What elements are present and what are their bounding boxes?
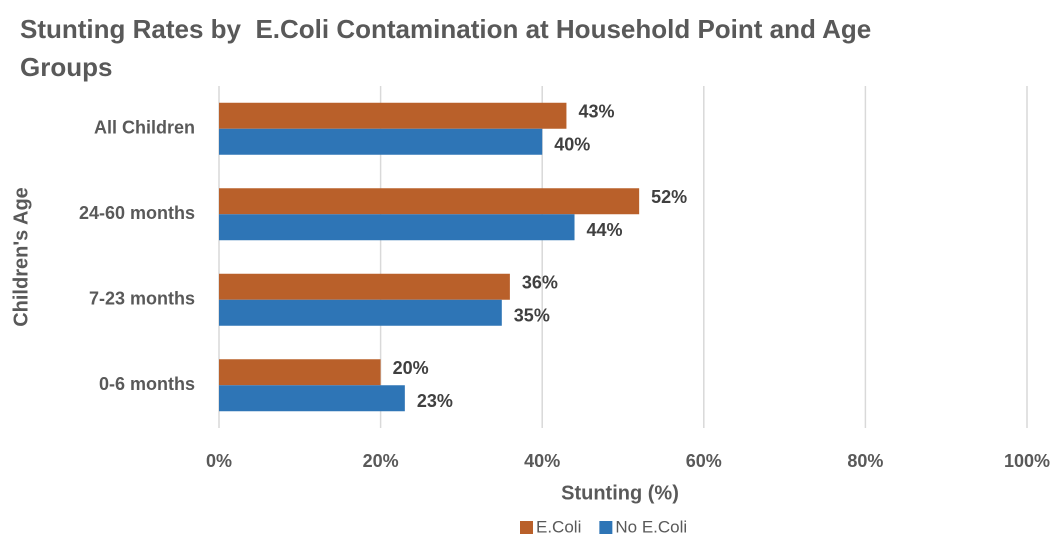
- value-label: 44%: [587, 220, 623, 240]
- y-tick-label: 0-6 months: [99, 374, 195, 394]
- bar: [219, 214, 575, 241]
- x-tick-label: 100%: [1004, 451, 1050, 471]
- x-tick-label: 40%: [524, 451, 560, 471]
- legend-label: E.Coli: [536, 517, 581, 536]
- value-label: 43%: [578, 102, 614, 122]
- bar: [219, 188, 640, 215]
- value-label: 35%: [514, 306, 550, 326]
- legend-swatch: [599, 521, 613, 534]
- legend-swatch: [520, 521, 533, 534]
- x-tick-label: 0%: [206, 451, 232, 471]
- x-tick-label: 20%: [363, 451, 399, 471]
- bar: [219, 102, 567, 129]
- y-axis-title: Children's Age: [10, 187, 32, 327]
- y-tick-label: All Children: [94, 118, 195, 138]
- x-tick-label: 80%: [847, 451, 883, 471]
- value-label: 20%: [393, 358, 429, 378]
- bar: [219, 299, 502, 326]
- bar: [219, 359, 381, 386]
- value-label: 40%: [554, 135, 590, 155]
- bar: [219, 128, 543, 155]
- y-tick-label: 24-60 months: [79, 203, 195, 223]
- chart-title: Stunting Rates by E.Coli Contamination a…: [20, 14, 879, 82]
- value-label: 23%: [417, 391, 453, 411]
- bar: [219, 385, 405, 412]
- x-tick-label: 60%: [686, 451, 722, 471]
- value-label: 36%: [522, 273, 558, 293]
- bar: [219, 273, 510, 300]
- value-label: 52%: [651, 187, 687, 207]
- legend-label: No E.Coli: [615, 517, 687, 536]
- x-axis-title: Stunting (%): [561, 482, 679, 504]
- y-tick-label: 7-23 months: [89, 289, 195, 309]
